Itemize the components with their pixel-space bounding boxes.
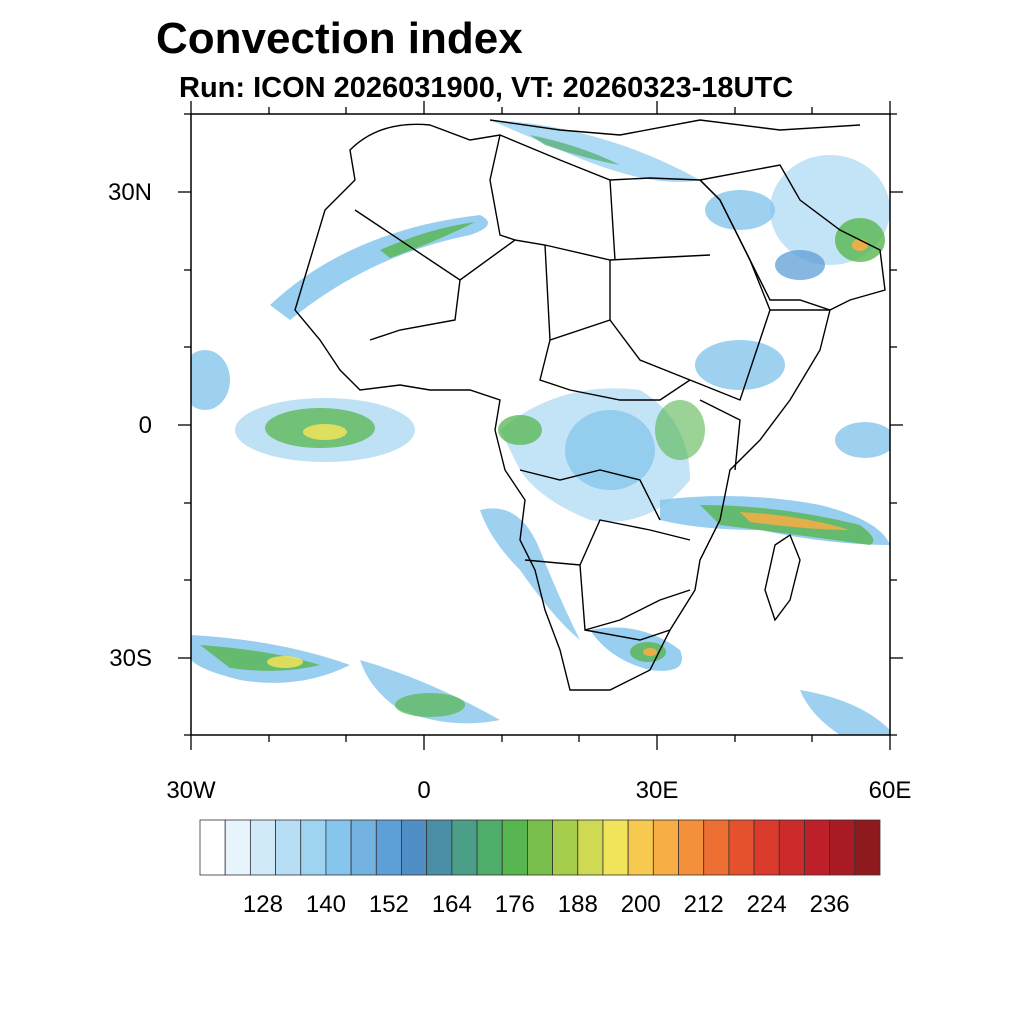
madagascar-coastline [764,533,801,622]
colorbar-box [527,819,553,876]
colorbar-box [627,819,654,876]
colorbar-box [224,819,251,876]
lon-label-30w: 30W [166,777,216,804]
colorbar-tick-label: 188 [558,891,598,918]
border-libya [609,179,616,261]
field-saudi [775,250,825,280]
colorbar-box [426,819,453,876]
colorbar-box [275,819,302,876]
colorbar-box [804,819,831,876]
lat-label-30n: 30N [108,179,152,206]
field-arabia-core [852,239,868,251]
border-kenya [699,399,741,471]
lon-label-0: 0 [417,777,430,804]
field-south-atlantic-core [267,656,303,668]
colorbar-box [325,819,352,876]
border-sahara [354,209,711,281]
colorbar-box [652,819,679,876]
colorbar-box [854,819,881,876]
colorbar-tick-label: 200 [621,891,661,918]
border-namibia [579,564,691,631]
colorbar-tick-label: 128 [243,891,283,918]
colorbar-box [778,819,805,876]
colorbar-box [829,819,856,876]
chart-subtitle: Run: ICON 2026031900, VT: 20260323-18UTC [179,72,794,104]
lon-label-60e: 60E [869,777,912,804]
field-red-sea [705,190,775,230]
lat-label-30s: 30S [109,645,152,672]
field-mediterranean [490,120,700,182]
border-chad [544,244,611,341]
colorbar-box [753,819,780,876]
field-angola [480,508,580,640]
border-car [539,339,691,401]
field-sahara-core [380,222,475,258]
field-south-atlantic-2 [360,660,500,724]
field-southern-indian [800,690,890,735]
europe-coastline [489,119,861,136]
colorbar-tick-label: 176 [495,891,535,918]
field-sahara-band [270,215,488,320]
field-atlantic-core [303,424,347,440]
border-angola [524,519,691,566]
border-algeria [489,134,516,241]
colorbar-box [401,819,428,876]
field-east-band-core [740,512,850,530]
colorbar-tick-label: 164 [432,891,472,918]
lat-label-0: 0 [139,412,152,439]
colorbar-box [552,819,579,876]
lat-ticks [178,113,903,736]
border-south-africa [584,629,671,641]
colorbar-box [577,819,604,876]
lon-label-30e: 30E [636,777,679,804]
colorbar-box [602,819,629,876]
colorbar [199,819,881,876]
field-ethiopia [695,340,785,390]
colorbar-box [375,819,402,876]
colorbar-tick-label: 236 [810,891,850,918]
field-congo-mid [565,410,655,490]
colorbar-box [476,819,503,876]
colorbar-box [501,819,528,876]
field-west-edge [191,350,230,410]
colorbar-labels: 128 140 152 164 176 188 200 212 224 236 [243,891,850,918]
colorbar-tick-label: 140 [306,891,346,918]
convection-field [191,120,890,735]
field-lake-victoria [655,400,705,460]
colorbar-box [451,819,478,876]
field-gabon [498,415,542,445]
colorbar-box [350,819,377,876]
field-south-africa-core [643,648,657,656]
africa-coastline [294,123,831,691]
coastlines [294,119,886,691]
colorbar-box [678,819,705,876]
arabia-coastline [698,164,886,311]
lon-ticks [190,101,891,750]
border-drc [519,469,661,521]
chart-title: Convection index [156,14,523,63]
colorbar-box [728,819,755,876]
field-indian-ocean [835,422,890,458]
colorbar-box [249,819,276,876]
colorbar-tick-label: 212 [684,891,724,918]
colorbar-box [703,819,730,876]
field-mediterranean-core [530,135,620,165]
colorbar-tick-label: 152 [369,891,409,918]
border-mali [369,279,461,341]
field-south-atlantic-2-mid [395,693,465,717]
colorbar-box [199,819,226,876]
colorbar-tick-label: 224 [747,891,787,918]
colorbar-box [300,819,327,876]
